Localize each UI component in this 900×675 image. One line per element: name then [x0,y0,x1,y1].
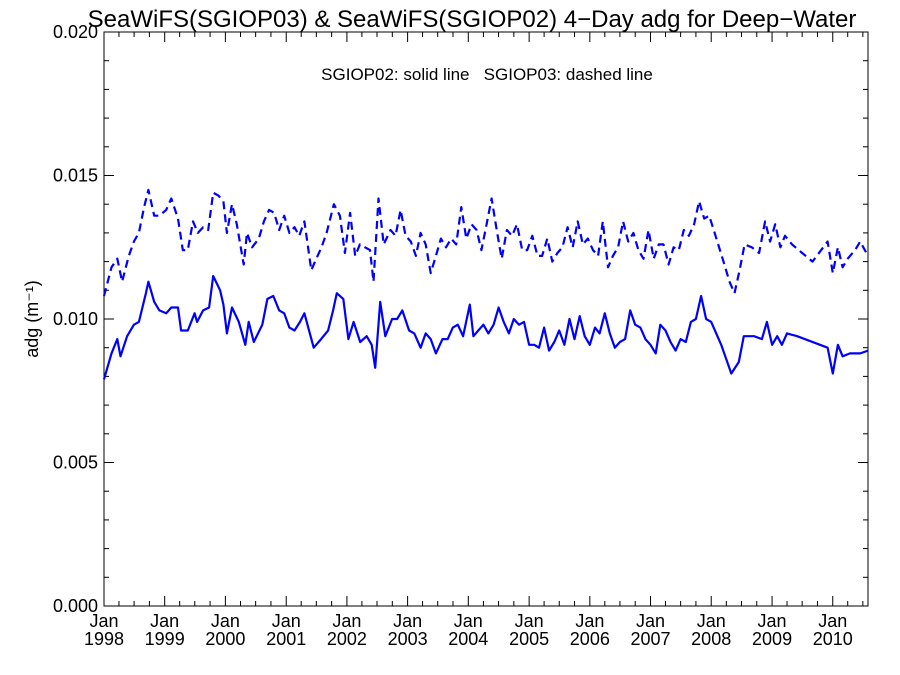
x-tick-month-label: Jan [454,611,483,631]
y-axis-ticks: 0.000 0.005 0.010 0.015 0.020 [53,22,868,616]
x-tick-month-label: Jan [393,611,422,631]
x-tick-month-label: Jan [758,611,787,631]
y-tick-label: 0.005 [53,453,98,473]
x-tick-year-label: 1999 [145,629,185,649]
y-tick-label: 0.010 [53,309,98,329]
x-tick-year-label: 2010 [813,629,853,649]
plot-frame [103,31,869,607]
x-tick-month-label: Jan [697,611,726,631]
legend-annotation: SGIOP02: solid line SGIOP03: dashed line [321,65,653,84]
x-tick-year-label: 2001 [266,629,306,649]
chart-title: SeaWiFS(SGIOP03) & SeaWiFS(SGIOP02) 4−Da… [88,6,857,33]
series-layer [102,188,869,380]
x-axis-ticks: Jan1998Jan1999Jan2000Jan2001Jan2002Jan20… [84,32,864,649]
x-tick-year-label: 2006 [570,629,610,649]
y-tick-label: 0.015 [53,166,98,186]
x-tick-month-label: Jan [272,611,301,631]
x-tick-year-label: 2004 [448,629,488,649]
x-tick-month-label: Jan [515,611,544,631]
x-tick-year-label: 2002 [327,629,367,649]
series-line-sgiop03 [102,188,869,297]
x-tick-year-label: 2000 [205,629,245,649]
x-tick-month-label: Jan [89,611,118,631]
x-tick-month-label: Jan [332,611,361,631]
y-axis-title: adg (m⁻¹) [22,280,42,358]
x-tick-month-label: Jan [211,611,240,631]
x-tick-month-label: Jan [636,611,665,631]
x-tick-year-label: 1998 [84,629,124,649]
series-line-sgiop02 [102,274,869,380]
x-tick-year-label: 2003 [388,629,428,649]
x-tick-month-label: Jan [818,611,847,631]
x-tick-year-label: 2005 [509,629,549,649]
x-tick-year-label: 2008 [691,629,731,649]
x-tick-year-label: 2007 [630,629,670,649]
x-tick-month-label: Jan [150,611,179,631]
y-tick-label: 0.000 [53,596,98,616]
x-tick-month-label: Jan [575,611,604,631]
y-tick-label: 0.020 [53,22,98,42]
x-tick-year-label: 2009 [752,629,792,649]
